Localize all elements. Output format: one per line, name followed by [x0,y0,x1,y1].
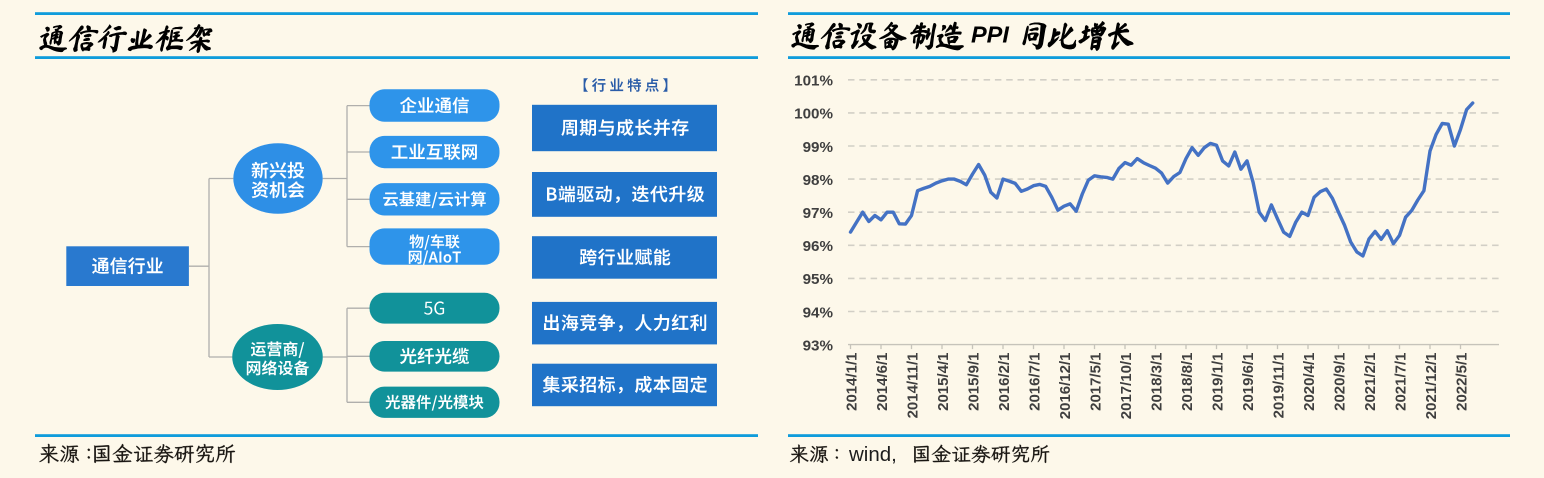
svg-text:99%: 99% [803,139,834,156]
svg-text:2015/4/1: 2015/4/1 [935,353,952,411]
svg-text:93%: 93% [803,337,834,354]
svg-text:2021/12/1: 2021/12/1 [1423,353,1440,420]
svg-text:2020/4/1: 2020/4/1 [1301,353,1318,411]
svg-text:98%: 98% [803,172,834,189]
svg-text:101%: 101% [794,73,833,90]
svg-text:2017/5/1: 2017/5/1 [1088,353,1105,411]
svg-text:2014/6/1: 2014/6/1 [874,353,891,411]
svg-text:2021/2/1: 2021/2/1 [1362,353,1379,411]
svg-text:2018/8/1: 2018/8/1 [1179,353,1196,411]
svg-text:100%: 100% [794,106,833,123]
svg-text:2016/2/1: 2016/2/1 [996,353,1013,411]
svg-text:95%: 95% [803,271,834,288]
svg-text:2016/12/1: 2016/12/1 [1057,353,1074,420]
svg-text:wind,: wind, [848,443,897,466]
svg-text:2014/11/1: 2014/11/1 [905,353,922,419]
svg-text:2019/6/1: 2019/6/1 [1240,353,1257,411]
svg-text:96%: 96% [803,238,834,255]
svg-text:2016/7/1: 2016/7/1 [1027,353,1044,411]
svg-text:2014/1/1: 2014/1/1 [844,353,861,411]
svg-text:2022/5/1: 2022/5/1 [1454,353,1471,411]
svg-text:97%: 97% [803,205,834,222]
svg-text:2020/9/1: 2020/9/1 [1332,353,1349,411]
svg-text:2018/3/1: 2018/3/1 [1149,353,1166,411]
svg-text:2019/1/1: 2019/1/1 [1210,353,1227,411]
svg-text:2015/9/1: 2015/9/1 [966,353,983,411]
svg-text:2021/7/1: 2021/7/1 [1393,353,1410,411]
svg-text:2019/11/1: 2019/11/1 [1271,353,1288,419]
svg-text:2017/10/1: 2017/10/1 [1118,353,1135,420]
svg-text:94%: 94% [803,304,834,321]
svg-text:PPI: PPI [971,22,1009,48]
